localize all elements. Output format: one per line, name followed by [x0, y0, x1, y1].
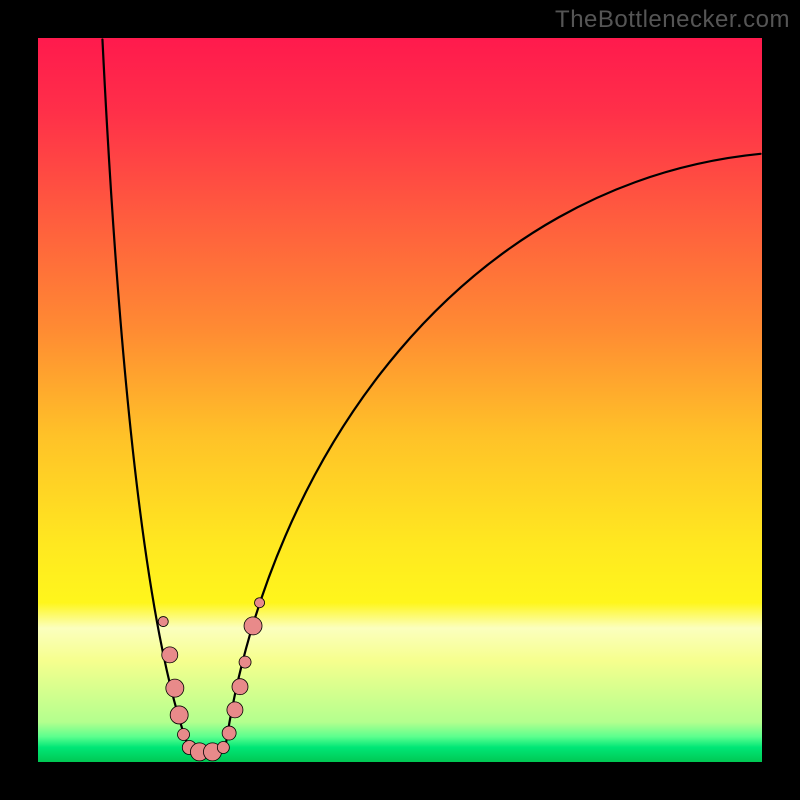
highlight-marker: [222, 726, 236, 740]
highlight-marker: [178, 728, 190, 740]
highlight-marker: [255, 598, 265, 608]
highlight-marker: [232, 679, 248, 695]
curve-path: [225, 154, 761, 751]
plot-area: [38, 38, 762, 762]
highlight-marker: [170, 706, 188, 724]
curve-overlay: [38, 38, 762, 762]
highlight-marker: [166, 679, 184, 697]
highlight-marker: [227, 702, 243, 718]
watermark-text: TheBottlenecker.com: [555, 6, 790, 34]
highlight-marker: [158, 617, 168, 627]
highlight-marker: [217, 742, 229, 754]
highlight-marker: [244, 617, 262, 635]
chart-container: TheBottlenecker.com: [0, 0, 800, 800]
highlight-marker: [239, 656, 251, 668]
highlight-marker: [162, 647, 178, 663]
curve-path: [102, 39, 190, 751]
